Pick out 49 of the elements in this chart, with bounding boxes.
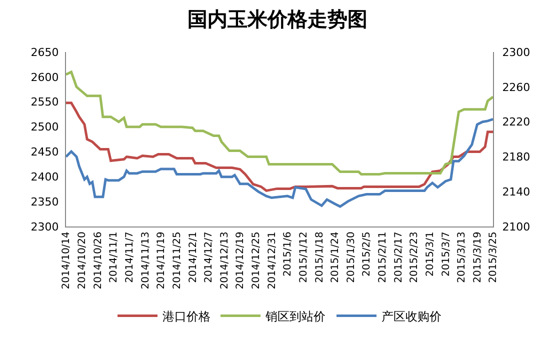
x-tick-label: 2015/1/24 [330, 232, 342, 283]
legend-label: 港口价格 [162, 309, 210, 324]
x-tick-label: 2015/1/12 [298, 232, 310, 283]
x-tick-label: 2015/3/7 [440, 232, 452, 277]
y2-tick-label: 2220 [502, 116, 530, 129]
y-tick-label: 2550 [30, 96, 59, 109]
x-tick-label: 2014/11/25 [172, 232, 183, 290]
line-series [66, 118, 493, 208]
y-tick-label: 2350 [30, 196, 59, 209]
x-tick-label: 2015/3/13 [456, 232, 468, 283]
y-tick-label: 2650 [30, 46, 59, 59]
x-tick-label: 2014/11/1 [108, 232, 120, 283]
y2-tick-label: 2140 [502, 186, 530, 199]
x-tick-label: 2015/1/30 [346, 232, 357, 283]
y-tick-label: 2400 [30, 170, 59, 184]
x-tick-label: 2015/2/17 [393, 232, 404, 283]
x-tick-label: 2015/2/11 [378, 232, 389, 283]
x-tick-label: 2015/2/23 [409, 232, 420, 283]
x-tick-label: 2014/10/14 [61, 232, 72, 290]
x-tick-label: 2014/12/13 [219, 232, 230, 290]
x-tick-label: 2014/12/25 [251, 232, 262, 290]
y-tick-label: 2600 [30, 70, 59, 84]
x-tick-label: 2014/11/7 [124, 232, 136, 283]
legend-label: 销区到站价 [264, 309, 326, 324]
x-tick-label: 2015/3/19 [472, 232, 484, 283]
x-tick-label: 2014/10/20 [77, 232, 88, 290]
y2-tick-label: 2260 [502, 80, 530, 94]
line-series [66, 102, 493, 192]
x-tick-label: 2014/11/13 [140, 232, 152, 290]
y2-tick-label: 2180 [502, 150, 530, 164]
x-tick-label: 2015/3/25 [488, 232, 500, 283]
x-tick-label: 2015/2/5 [362, 232, 373, 277]
x-tick-label: 2015/1/6 [282, 232, 294, 277]
x-tick-label: 2015/1/18 [314, 232, 326, 283]
y-tick-label: 2300 [30, 220, 59, 234]
x-tick-label: 2014/11/19 [156, 232, 168, 290]
chart-title: 国内玉米价格走势图 [188, 7, 368, 32]
y2-tick-label: 2300 [502, 46, 530, 59]
line-series [66, 70, 493, 176]
x-tick-label: 2014/12/1 [188, 232, 199, 283]
x-tick-label: 2014/12/7 [204, 232, 215, 283]
legend-label: 产区收购价 [382, 309, 442, 324]
y2-tick-label: 2100 [502, 220, 530, 234]
x-tick-label: 2014/12/31 [266, 232, 278, 290]
x-tick-label: 2015/3/1 [424, 232, 436, 277]
x-tick-label: 2014/12/19 [235, 232, 246, 290]
y-tick-label: 2450 [30, 146, 59, 159]
y-tick-label: 2500 [30, 120, 59, 134]
x-tick-label: 2014/10/26 [92, 232, 104, 290]
